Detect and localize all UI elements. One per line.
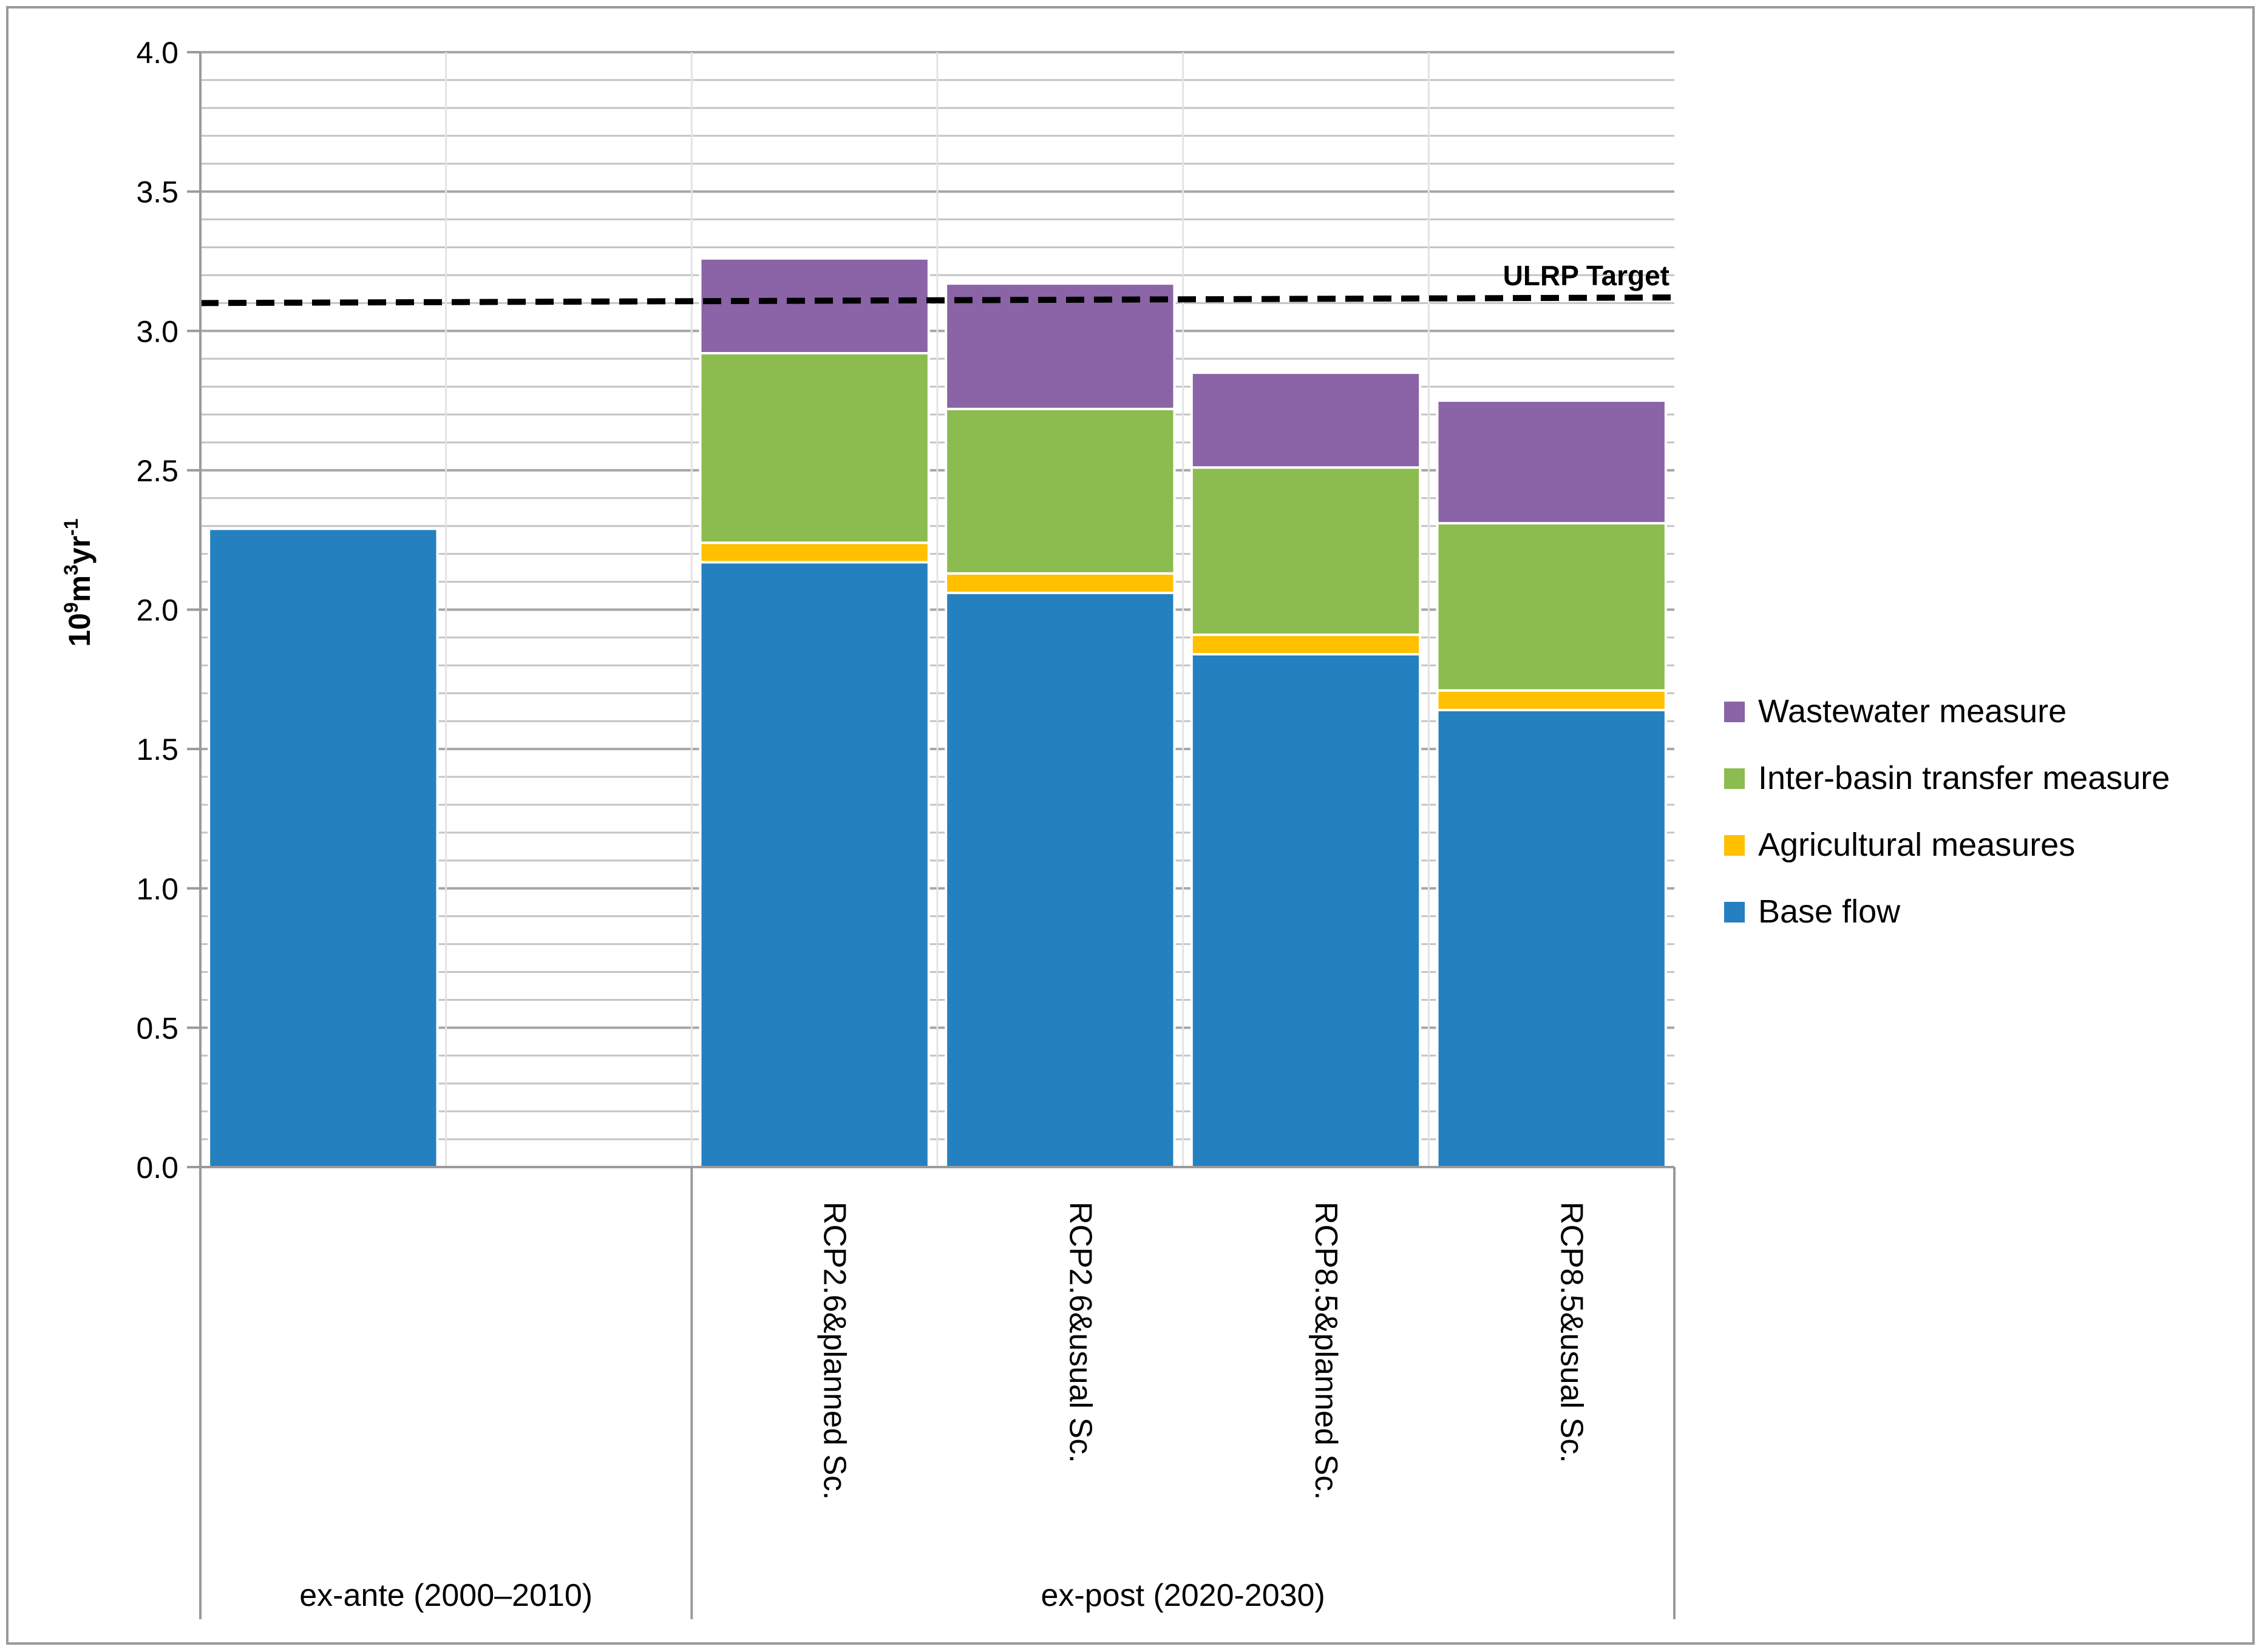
bar-segment-wastewater-measure-2	[699, 257, 930, 354]
y-tick-label: 0.0	[136, 1151, 178, 1185]
y-tick-label: 2.0	[136, 594, 178, 628]
legend-label-wastewater-measure: Wastewater measure	[1758, 693, 2067, 730]
y-tick-label: 1.5	[136, 733, 178, 767]
legend-label-inter-basin-transfer-measure: Inter-basin transfer measure	[1758, 760, 2170, 796]
legend-swatch-agricultural-measures	[1724, 835, 1745, 856]
y-tick-label: 3.5	[136, 175, 178, 209]
legend-label-base-flow: Base flow	[1758, 893, 1901, 930]
gridlines	[200, 51, 1674, 1167]
y-tick-label: 3.0	[136, 314, 178, 348]
y-tick-label: 1.0	[136, 872, 178, 906]
bar-segment-agricultural-measures-2	[699, 541, 930, 564]
bar-segment-base-flow-5	[1436, 708, 1667, 1168]
legend-swatch-inter-basin-transfer-measure	[1724, 768, 1745, 789]
category-label: RCP8.5&usual Sc.	[1554, 1202, 1589, 1463]
target-label: ULRP Target	[1503, 260, 1669, 291]
bar-segment-agricultural-measures-4	[1190, 633, 1422, 655]
group-label: ex-ante (2000–2010)	[299, 1578, 593, 1613]
legend-swatch-wastewater-measure	[1724, 702, 1745, 722]
category-label: RCP2.6&planned Sc.	[817, 1202, 852, 1500]
category-label: RCP2.6&usual Sc.	[1062, 1202, 1098, 1463]
bar-segment-base-flow-2	[699, 561, 930, 1168]
bar-segment-inter-basin-transfer-measure-4	[1190, 466, 1422, 636]
bar-segment-agricultural-measures-5	[1436, 689, 1667, 711]
bar-segment-wastewater-measure-4	[1190, 371, 1422, 469]
group-label: ex-post (2020-2030)	[1041, 1578, 1325, 1613]
axes	[187, 51, 1676, 1619]
legend-label-agricultural-measures: Agricultural measures	[1758, 827, 2075, 863]
target-dashed-line	[200, 294, 1677, 306]
legend-swatch-base-flow	[1724, 902, 1745, 922]
y-tick-label: 0.5	[136, 1011, 178, 1045]
bar-segment-inter-basin-transfer-measure-5	[1436, 522, 1667, 692]
legend: Wastewater measure Inter-basin transfer m…	[1724, 693, 2170, 930]
bar-segment-base-flow-0	[208, 527, 439, 1168]
y-tick-label: 4.0	[136, 36, 178, 70]
bars	[208, 257, 1667, 1168]
x-axis-labels: RCP2.6&planned Sc. RCP2.6&usual Sc. RCP8.5…	[299, 1202, 1589, 1613]
y-axis-label: 109m3yr-1	[60, 518, 97, 646]
bar-segment-wastewater-measure-3	[945, 282, 1176, 410]
category-label: RCP8.5&planned Sc.	[1308, 1202, 1343, 1500]
bar-segment-inter-basin-transfer-measure-3	[945, 407, 1176, 575]
y-tick-labels: 0.0 0.5 1.0 1.5 2.0 2.5 3.0 3.5 4.0	[136, 36, 178, 1185]
bar-segment-base-flow-3	[945, 591, 1176, 1168]
bar-segment-wastewater-measure-5	[1436, 399, 1667, 525]
bar-segment-base-flow-4	[1190, 652, 1422, 1168]
bar-segment-agricultural-measures-3	[945, 572, 1176, 594]
y-tick-label: 2.5	[136, 454, 178, 488]
bar-segment-inter-basin-transfer-measure-2	[699, 351, 930, 544]
target-line: ULRP Target	[200, 260, 1677, 306]
